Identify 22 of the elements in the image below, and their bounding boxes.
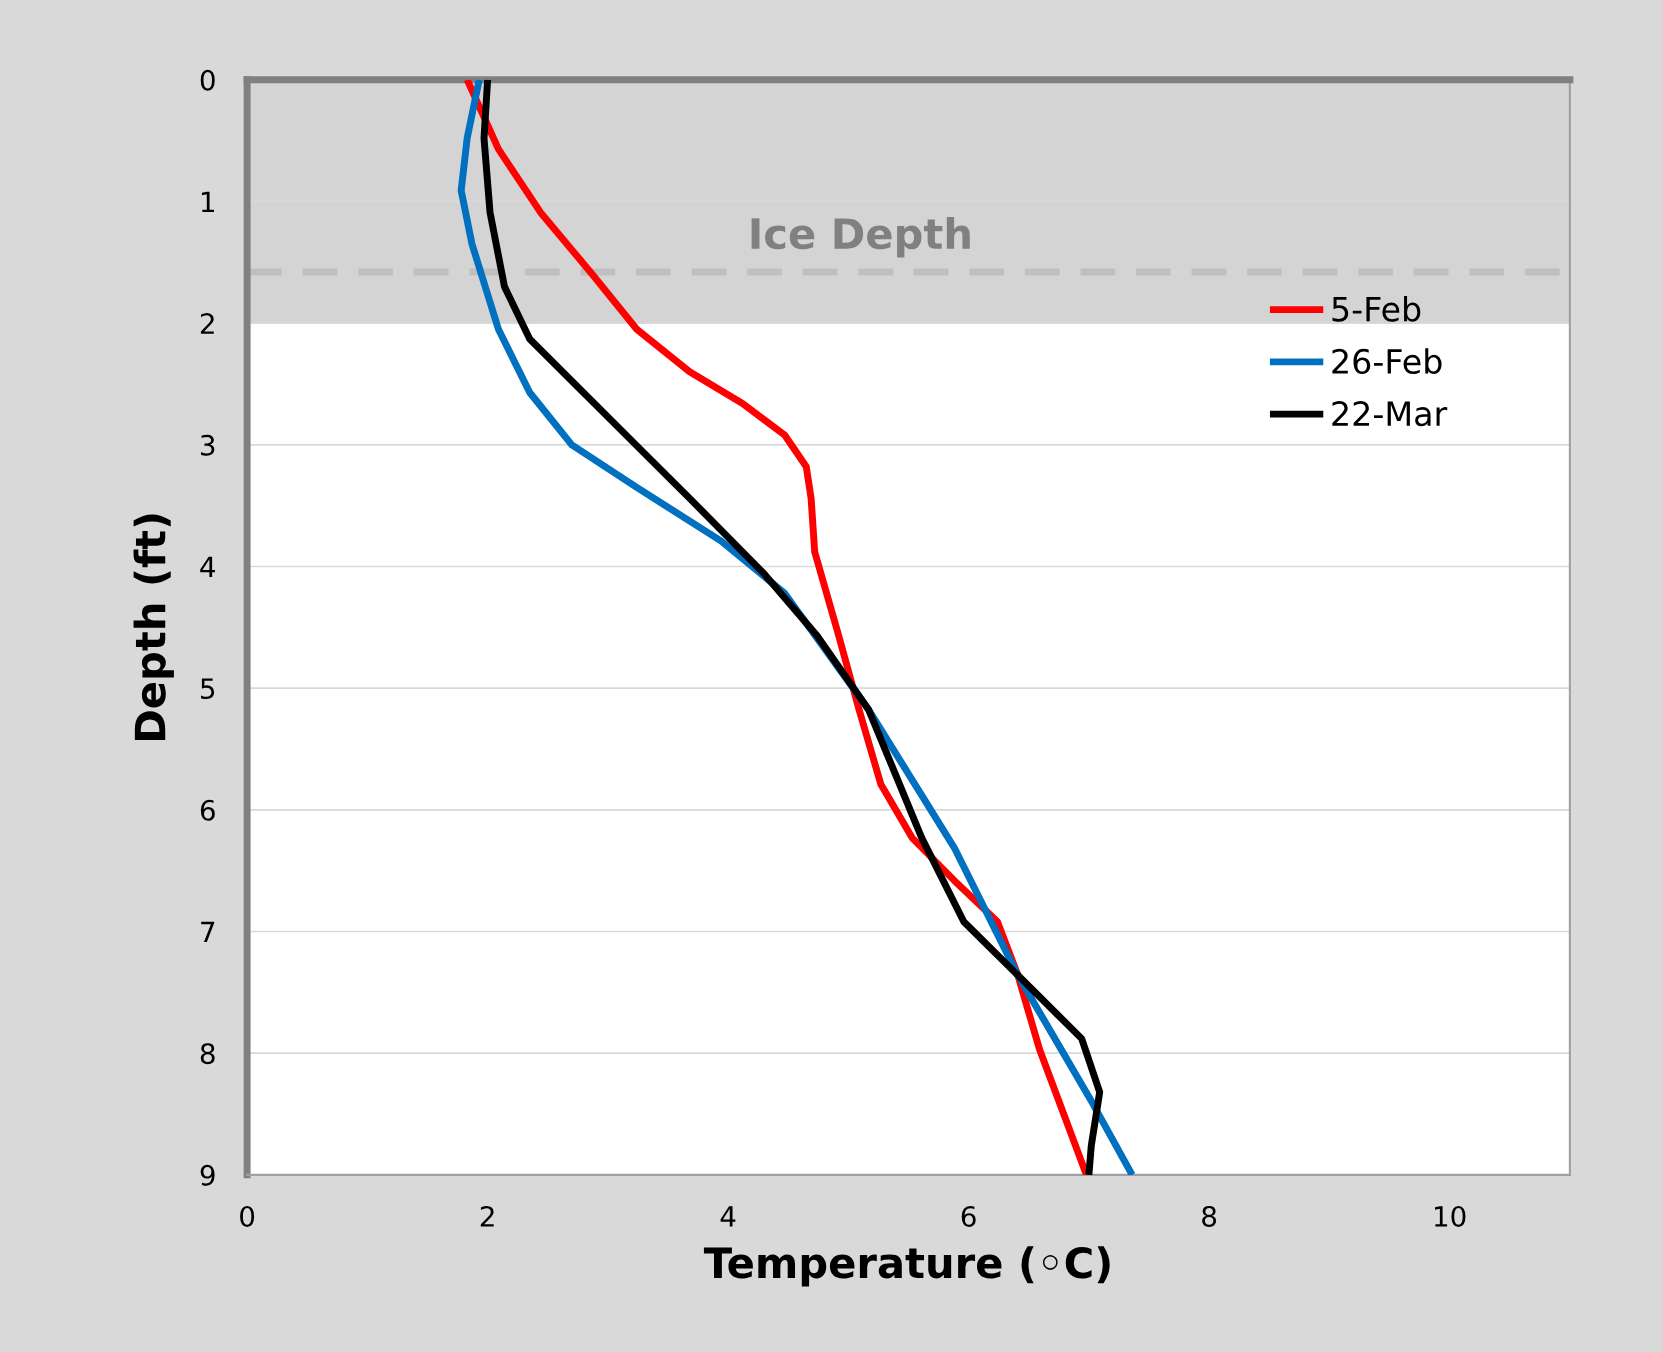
legend-label: 26-Feb [1332,348,1442,374]
y-tick-label: 4 [200,556,216,578]
x-axis-title: Temperature (◦C) [703,1246,1110,1287]
y-tick-label: 6 [200,799,215,821]
y-tick-label: 1 [201,191,214,212]
x-tick-label: 10 [1435,1205,1466,1227]
y-axis-title: Depth (ft) [133,514,174,740]
y-tick-label: 5 [201,678,215,700]
x-tick-label: 4 [720,1206,736,1227]
x-tick-label: 8 [1202,1205,1217,1227]
x-tick-label: 2 [480,1205,494,1227]
y-tick-label: 3 [201,434,215,456]
legend-label: 22-Mar [1332,401,1448,427]
ref-line-label: Ice Depth [751,217,970,258]
x-tick-label: 0 [240,1205,255,1227]
legend-label: 5-Feb [1332,295,1421,322]
y-tick-label: 0 [200,69,215,91]
y-tick-label: 2 [200,313,214,334]
y-tick-label: 7 [201,921,215,943]
y-tick-label: 9 [200,1164,215,1186]
x-tick-label: 6 [961,1205,976,1227]
y-tick-label: 8 [200,1043,215,1065]
